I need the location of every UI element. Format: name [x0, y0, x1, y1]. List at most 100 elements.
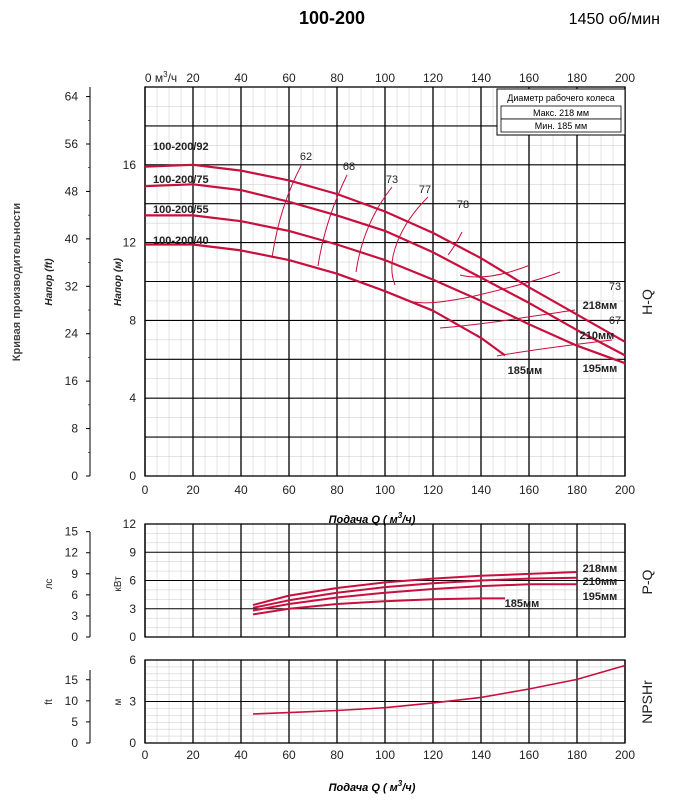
- y-tick-m: 16: [123, 158, 137, 172]
- y-tick-hp: 3: [71, 609, 78, 623]
- efficiency-label: 73: [609, 281, 621, 293]
- efficiency-isoline: [271, 163, 303, 259]
- x-tick-top: 200: [615, 71, 635, 85]
- chart-title: 100-200: [299, 8, 365, 28]
- x-tick-bottom-npsh: 120: [423, 748, 443, 762]
- y-tick-ft-npsh: 0: [71, 736, 78, 750]
- y-tick-kw: 6: [129, 574, 136, 588]
- x-tick-bottom: 200: [615, 483, 635, 497]
- hq-end-label: 218мм: [583, 300, 618, 312]
- y-label-hp: лс: [44, 579, 55, 590]
- y-tick-ft: 8: [71, 422, 78, 436]
- y-tick-m-npsh: 6: [129, 653, 136, 667]
- y-tick-hp: 0: [71, 630, 78, 644]
- efficiency-label: 77: [419, 184, 431, 196]
- y-tick-ft-npsh: 15: [65, 673, 79, 687]
- y-label-ft-npsh: ft: [44, 699, 55, 705]
- x-tick-bottom-npsh: 60: [282, 748, 296, 762]
- x-tick-bottom-npsh: 0: [142, 748, 149, 762]
- impeller-box-title: Диаметр рабочего колеса: [507, 93, 615, 103]
- y-tick-kw: 3: [129, 602, 136, 616]
- efficiency-isoline: [355, 186, 393, 273]
- impeller-box-min: Мин. 185 мм: [535, 121, 587, 131]
- x-tick-bottom: 120: [423, 483, 443, 497]
- x-tick-bottom-npsh: 140: [471, 748, 491, 762]
- efficiency-isoline: [391, 196, 429, 286]
- x-tick-top: 120: [423, 71, 443, 85]
- x-tick-top: 80: [330, 71, 344, 85]
- y-tick-ft: 40: [65, 232, 79, 246]
- pq-curve: [252, 576, 578, 609]
- y-tick-ft: 0: [71, 469, 78, 483]
- x-tick-top: 100: [375, 71, 395, 85]
- hq-end-label: 185мм: [508, 365, 543, 377]
- pq-series-name: P-Q: [639, 569, 655, 594]
- hq-curve-label: 100-200/55: [153, 204, 209, 216]
- y-label-ft: Напор (ft): [44, 258, 55, 306]
- y-tick-m: 8: [129, 313, 136, 327]
- y-label-m-npsh: м: [113, 698, 124, 705]
- x-tick-bottom: 20: [186, 483, 200, 497]
- x-tick-bottom: 0: [142, 483, 149, 497]
- y-tick-m-npsh: 0: [129, 736, 136, 750]
- efficiency-label: 68: [343, 161, 355, 173]
- efficiency-label: 78: [457, 199, 469, 211]
- efficiency-label: 73: [386, 174, 398, 186]
- x-tick-top: 20: [186, 71, 200, 85]
- npsh-curve: [252, 664, 626, 715]
- efficiency-label: 62: [300, 151, 312, 163]
- x-tick-top: 140: [471, 71, 491, 85]
- hq-curve: [144, 183, 626, 357]
- x-tick-bottom-npsh: 40: [234, 748, 248, 762]
- y-tick-m: 4: [129, 391, 136, 405]
- y-tick-ft-npsh: 5: [71, 715, 78, 729]
- y-tick-hp: 6: [71, 588, 78, 602]
- x-tick-top: 60: [282, 71, 296, 85]
- hq-end-label: 210мм: [580, 330, 615, 342]
- pq-curve: [252, 571, 578, 606]
- y-tick-ft: 64: [65, 90, 79, 104]
- x-tick-bottom-npsh: 100: [375, 748, 395, 762]
- y-tick-kw: 12: [123, 517, 137, 531]
- x-tick-bottom-npsh: 80: [330, 748, 344, 762]
- y-tick-m-npsh: 3: [129, 695, 136, 709]
- x-tick-bottom-npsh: 200: [615, 748, 635, 762]
- y-label-kw: кВт: [113, 576, 124, 592]
- y-label-m: Напор (м): [113, 257, 124, 306]
- y-tick-ft: 16: [65, 374, 79, 388]
- hq-end-label: 195мм: [583, 363, 618, 375]
- y-tick-hp: 15: [65, 525, 79, 539]
- side-label: Кривая производительности: [11, 203, 23, 361]
- pq-curve: [252, 583, 577, 612]
- pq-end-label: 185мм: [505, 598, 540, 610]
- y-tick-ft: 48: [65, 184, 79, 198]
- hq-curve-label: 100-200/92: [153, 141, 209, 153]
- y-tick-ft-npsh: 10: [65, 694, 79, 708]
- x-tick-bottom: 40: [234, 483, 248, 497]
- x-tick-bottom-npsh: 160: [519, 748, 539, 762]
- x-axis-label-1: Подача Q (м3/ч): [329, 511, 416, 526]
- x-tick-top: 40: [234, 71, 248, 85]
- impeller-box: Диаметр рабочего колеса Макс. 218 мм Мин…: [496, 88, 626, 136]
- efficiency-isoline: [439, 309, 576, 329]
- pq-end-label: 195мм: [583, 591, 618, 603]
- hq-curve: [145, 214, 626, 365]
- hq-curve-label: 100-200/40: [153, 235, 209, 247]
- y-tick-kw: 9: [129, 545, 136, 559]
- efficiency-isoline: [447, 231, 531, 278]
- pq-end-label: 218мм: [583, 563, 618, 575]
- hq-curve: [144, 163, 626, 343]
- hq-curve: [145, 243, 506, 357]
- pq-curve: [252, 597, 505, 616]
- speed-label: 1450 об/мин: [569, 11, 660, 28]
- x-tick-top: 180: [567, 71, 587, 85]
- x-tick-top: 160: [519, 71, 539, 85]
- x-tick-bottom: 160: [519, 483, 539, 497]
- y-tick-hp: 12: [65, 546, 79, 560]
- efficiency-label: 67: [609, 315, 621, 327]
- x-tick-bottom: 180: [567, 483, 587, 497]
